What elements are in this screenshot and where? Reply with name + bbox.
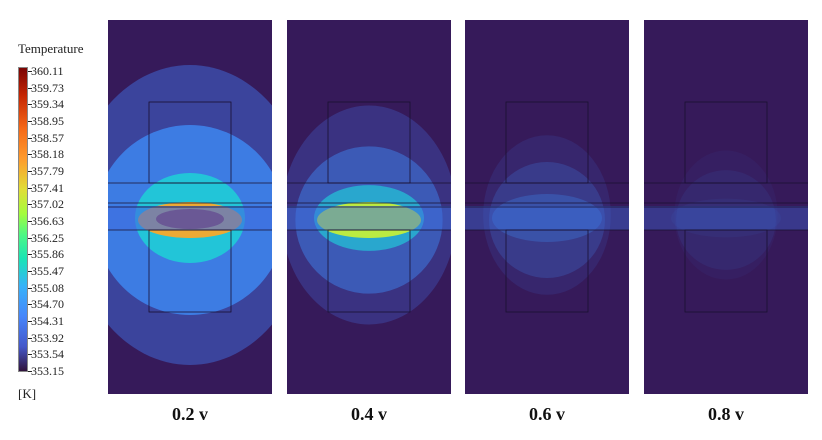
heatmap-panel-1 [108, 20, 272, 394]
layer-band [108, 206, 272, 230]
colorbar-tick-label: 354.31 [28, 314, 64, 328]
colorbar-tick-label: 359.73 [28, 80, 64, 95]
heat-halo [483, 135, 611, 295]
colorbar-tick-label: 353.54 [28, 347, 64, 362]
heatmap-panel-4 [644, 20, 808, 394]
legend-title: Temperature [18, 41, 84, 56]
colorbar-tick-label: 360.11 [28, 64, 64, 78]
heatmap-panel-1-plot [108, 20, 272, 394]
panel-1-caption: 0.2 v [172, 404, 208, 424]
colorbar-tick-label: 358.95 [28, 114, 64, 128]
layer-band [465, 206, 629, 230]
heat-glow [676, 170, 776, 270]
colorbar-tick-label: 356.25 [28, 230, 64, 245]
heat-inner [671, 198, 781, 238]
layer-band [644, 206, 808, 230]
colorbar-tick-label: 357.79 [28, 164, 64, 178]
legend-unit: [K] [18, 386, 37, 401]
colorbar-tick-label: 358.18 [28, 147, 64, 162]
temperature-colorbar [18, 67, 28, 372]
colorbar-tick-label: 353.15 [28, 364, 64, 378]
heatmap-panel-4-plot [644, 20, 808, 394]
panel-2-caption: 0.4 v [351, 404, 387, 424]
colorbar-tick-label: 355.08 [28, 280, 64, 295]
heatmap-panel-2-plot [287, 20, 451, 394]
colorbar-tick-label: 359.34 [28, 97, 64, 112]
colorbar-tick-label: 353.92 [28, 330, 64, 345]
colorbar-tick-label: 357.41 [28, 180, 64, 195]
heat-glow [489, 162, 605, 278]
colorbar-tick-label: 358.57 [28, 130, 64, 145]
panel-4-caption: 0.8 v [708, 404, 744, 424]
heatmap-panel-3-plot [465, 20, 629, 394]
colorbar-tick-label: 356.63 [28, 214, 64, 228]
colorbar-tick-label: 357.02 [28, 197, 64, 212]
colorbar-tick-label: 355.86 [28, 247, 64, 262]
heatmap-panel-2 [287, 20, 451, 394]
colorbar-tick-label: 355.47 [28, 264, 64, 278]
colorbar-tick-label: 354.70 [28, 297, 64, 312]
layer-band [287, 206, 451, 230]
panel-3-caption: 0.6 v [529, 404, 565, 424]
heatmap-panel-3 [465, 20, 629, 394]
